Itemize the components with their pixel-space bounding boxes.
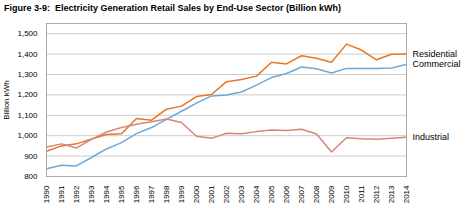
svg-text:1,300: 1,300 — [17, 70, 38, 79]
svg-text:1,100: 1,100 — [17, 111, 38, 120]
svg-text:1991: 1991 — [57, 185, 66, 203]
svg-text:800: 800 — [24, 172, 38, 181]
svg-text:2008: 2008 — [312, 185, 321, 203]
svg-text:1,000: 1,000 — [17, 131, 38, 140]
svg-text:2013: 2013 — [387, 185, 396, 203]
svg-text:2010: 2010 — [342, 185, 351, 203]
svg-text:2005: 2005 — [267, 185, 276, 203]
svg-text:900: 900 — [24, 152, 38, 161]
svg-text:1990: 1990 — [42, 185, 51, 203]
svg-text:2003: 2003 — [237, 185, 246, 203]
svg-text:1995: 1995 — [117, 185, 126, 203]
svg-text:1997: 1997 — [147, 185, 156, 203]
svg-text:2012: 2012 — [372, 185, 381, 203]
svg-text:1,200: 1,200 — [17, 90, 38, 99]
svg-text:1992: 1992 — [72, 185, 81, 203]
svg-text:1999: 1999 — [177, 185, 186, 203]
svg-text:2004: 2004 — [252, 185, 261, 203]
svg-text:Billion kWh: Billion kWh — [2, 80, 11, 120]
svg-text:2014: 2014 — [402, 185, 411, 203]
svg-text:2009: 2009 — [327, 185, 336, 203]
svg-text:2002: 2002 — [222, 185, 231, 203]
svg-text:1998: 1998 — [162, 185, 171, 203]
svg-text:Commercial: Commercial — [413, 59, 461, 69]
svg-text:2006: 2006 — [282, 185, 291, 203]
svg-text:1993: 1993 — [87, 185, 96, 203]
svg-text:2000: 2000 — [192, 185, 201, 203]
html-text:Figure 3-9: Electricity Genera: Figure 3-9: Electricity Generation Retai… — [4, 3, 342, 13]
svg-text:1994: 1994 — [102, 185, 111, 203]
svg-text:2011: 2011 — [357, 185, 366, 203]
svg-text:Residential: Residential — [413, 49, 458, 59]
svg-text:2007: 2007 — [297, 185, 306, 203]
svg-text:Industrial: Industrial — [413, 132, 450, 142]
svg-text:1996: 1996 — [132, 185, 141, 203]
svg-text:1,400: 1,400 — [17, 50, 38, 59]
svg-text:2001: 2001 — [207, 185, 216, 203]
svg-text:1,500: 1,500 — [17, 29, 38, 38]
